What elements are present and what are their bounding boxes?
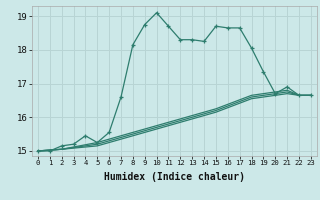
X-axis label: Humidex (Indice chaleur): Humidex (Indice chaleur) — [104, 172, 245, 182]
